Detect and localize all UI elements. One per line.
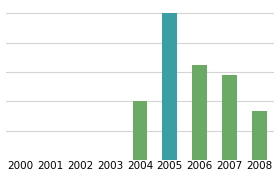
Bar	[192, 65, 207, 160]
Bar	[162, 13, 177, 160]
Bar	[252, 112, 267, 160]
Bar	[132, 101, 148, 160]
Bar	[222, 75, 237, 160]
